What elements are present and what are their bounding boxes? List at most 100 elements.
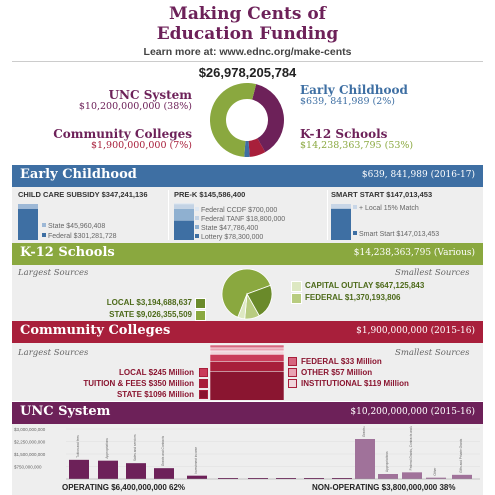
unc-band-value: $10,200,000,000 (2015-16) (350, 407, 475, 417)
bar-local-15-match (331, 204, 351, 209)
cc-smallest-label: Smallest Sources (395, 348, 470, 358)
early-divider-1 (168, 190, 169, 240)
unc-bar-label: Grants and Contracts (362, 426, 366, 437)
unc-bar-2 (98, 460, 118, 479)
unc-ytick-label: $2,250,000,000 (14, 440, 46, 445)
subtitle: Learn more at: www.ednc.org/make-cents (143, 46, 352, 58)
unc-bar-6 (218, 478, 238, 479)
unc-bar-label: Grants and Contracts (161, 435, 165, 466)
unc-band-title: UNC System (20, 404, 111, 419)
cc-legend-swatch (199, 390, 208, 399)
cc-name: Community Colleges (53, 127, 192, 141)
unc-bar-chart: $3,000,000,000 $2,250,000,000 $1,500,000,0… (14, 426, 480, 480)
unc-share: $10,200,000,000 (38%) (78, 101, 192, 112)
unc-nonoperating-label: NON-OPERATING $3,800,000,000 38% (312, 483, 456, 492)
unc-bar-8 (276, 478, 296, 479)
k12-legend-swatch (195, 310, 206, 321)
cc-legend-text: STATE $1096 Million (116, 390, 194, 399)
unc-bar-4 (154, 468, 174, 479)
unc-bar-label: Appropriations (385, 451, 389, 472)
unc-bar-label: Federal Grants, Contracts and Appropriat… (409, 426, 413, 470)
bar-state (174, 208, 194, 221)
k12-band-value: $14,238,363,795 (Various) (353, 248, 475, 258)
legend-swatch-state (42, 223, 46, 227)
k12-legend-swatch (291, 293, 302, 304)
cc-legend-text: INSTITUTIONAL $119 Million (301, 379, 409, 388)
unc-bar-14 (426, 477, 446, 479)
bar-federal-ccdf (174, 203, 194, 205)
early-name: Early Childhood (300, 83, 408, 97)
unc-bar-label: Other (433, 467, 437, 476)
k12-pie-chart (221, 268, 273, 320)
childcare-title: CHILD CARE SUBSIDY $347,241,136 (18, 190, 148, 199)
legend-swatch-smart-start (353, 231, 357, 235)
legend-swatch-federal-ccdf (195, 207, 199, 211)
early-divider-2 (327, 190, 328, 240)
unc-ytick-label: $3,000,000,000 (14, 427, 46, 432)
smartstart-chart: + Local 15% Match Smart Start $147,013,45… (331, 204, 439, 240)
cc-legend-text: FEDERAL $33 Million (301, 357, 382, 366)
unc-bar-9 (304, 478, 324, 479)
legend-swatch-federal-tanf (195, 216, 199, 220)
cc-legend-swatch (288, 379, 297, 388)
k12-legend-swatch (195, 298, 206, 309)
unc-bar-label: Tuition and fees (76, 435, 80, 458)
bar-label-federal: Federal $301,281,728 (48, 233, 117, 240)
early-band-title: Early Childhood (20, 167, 137, 182)
bar-label-state: State $45,960,408 (48, 223, 105, 230)
bar-label-state: State $47,786,400 (201, 225, 258, 232)
k12-largest-label: Largest Sources (18, 268, 89, 278)
k12-legend-text: FEDERAL $1,370,193,806 (305, 293, 401, 302)
unc-bar-13 (402, 472, 422, 479)
cc-legend-swatch (288, 357, 297, 366)
early-panel (12, 187, 483, 243)
k12-slice-state (221, 268, 271, 318)
k12-band: K-12 Schools $14,238,363,795 (Various) (12, 243, 483, 265)
early-band: Early Childhood $639, 841,989 (2016-17) (12, 165, 483, 187)
cc-largest-label: Largest Sources (18, 348, 89, 358)
childcare-chart: State $45,960,408 Federal $301,281,728 (18, 204, 117, 240)
unc-bar-10 (332, 478, 352, 479)
cc-legend-text: TUITION & FEES $350 Million (83, 379, 194, 388)
legend-swatch-federal (42, 233, 46, 237)
bar-smart-start (331, 208, 351, 240)
cc-band-value: $1,900,000,000 (2015-16) (356, 326, 475, 336)
page-title-line2: Education Funding (156, 24, 339, 44)
unc-bar-15 (452, 474, 472, 479)
k12-slice-capital-outlay (237, 293, 248, 320)
prek-title: PRE-K $145,586,400 (174, 190, 246, 199)
k12-legend-swatch (291, 281, 302, 292)
bar-label-federal-tanf: Federal TANF $18,800,000 (201, 216, 285, 223)
cc-legend-text: OTHER $57 Million (301, 368, 373, 377)
cc-stack-chart (210, 344, 284, 400)
donut-slice-community-colleges (248, 138, 266, 157)
cc-legend-text: LOCAL $245 Million (119, 368, 194, 377)
unc-bar-label: Investment income (194, 447, 198, 474)
k12-band-title: K-12 Schools (20, 245, 115, 260)
k12-legend-text: STATE $9,026,355,509 (109, 310, 192, 319)
unc-bar-3 (126, 463, 146, 479)
legend-swatch-state (195, 225, 199, 229)
cc-legend-swatch (288, 368, 297, 377)
unc-bar-11 (355, 439, 375, 479)
cc-band: Community Colleges $1,900,000,000 (2015-… (12, 321, 483, 343)
unc-bar-7 (248, 478, 268, 479)
unc-bar-1 (69, 459, 89, 479)
bar-label-lottery: Lottery $78,300,000 (201, 234, 263, 241)
legend-swatch-lottery (195, 234, 199, 238)
divider (12, 61, 483, 62)
bar-label-federal-ccdf: Federal CCDF $700,000 (201, 207, 277, 214)
cc-band-title: Community Colleges (20, 323, 171, 338)
k12-slice-local (246, 284, 273, 317)
page-title: Making Cents of (169, 4, 326, 24)
bar-federal-tanf (174, 204, 194, 209)
overview-donut-chart (210, 83, 284, 157)
unc-band: UNC System $10,200,000,000 (2015-16) (12, 402, 483, 424)
legend-swatch-local-15-match (353, 205, 357, 209)
k12-legend-text: CAPITAL OUTLAY $647,125,843 (305, 281, 425, 290)
k12-legend-text: LOCAL $3,194,688,637 (106, 298, 192, 307)
donut-slice-unc-system (252, 84, 284, 153)
unc-name: UNC System (108, 88, 192, 102)
bar-label-local-15-match: + Local 15% Match (359, 205, 419, 212)
grand-total: $26,978,205,784 (198, 65, 297, 80)
